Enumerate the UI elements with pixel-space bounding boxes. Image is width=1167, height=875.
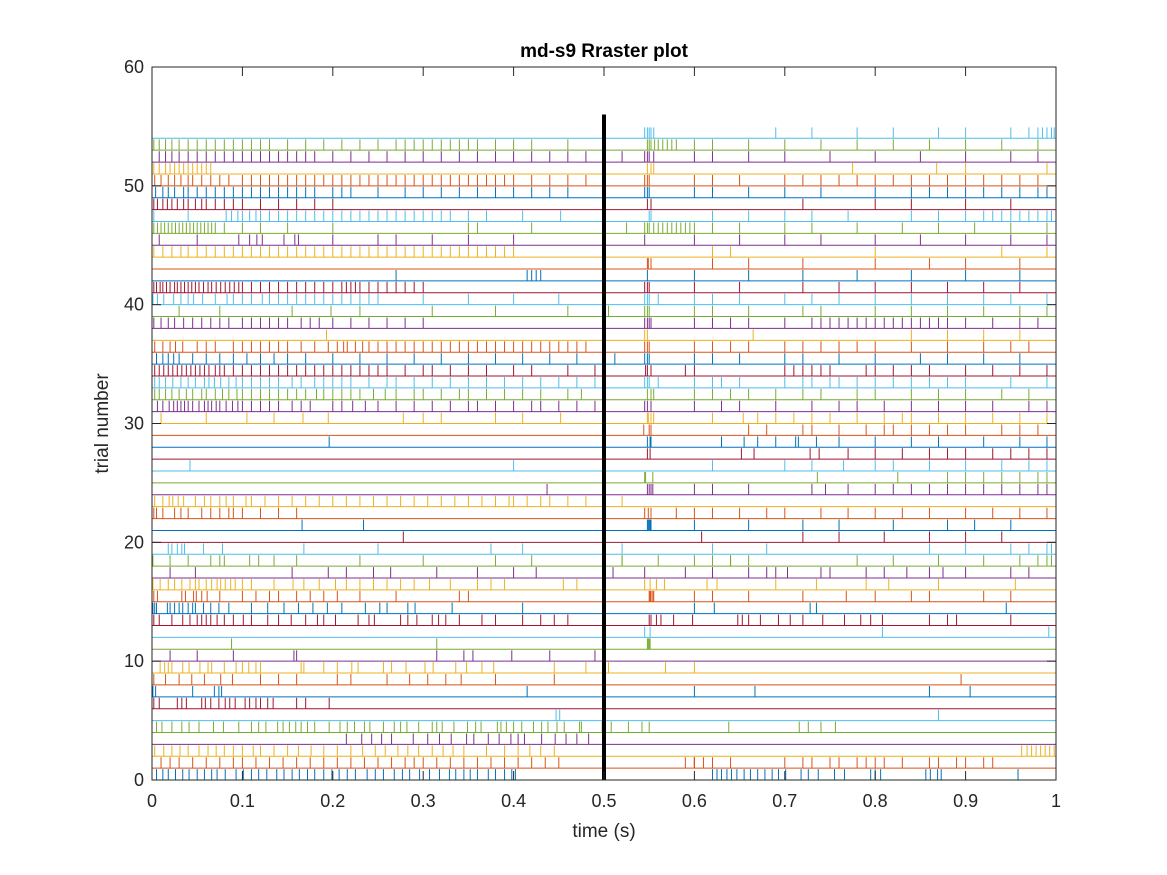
y-tick-label: 30 [124, 414, 144, 434]
spike-marks [152, 127, 1055, 780]
x-tick-label: 0.1 [230, 791, 255, 811]
x-axis-ticks: 0 0.1 0.2 0.3 0.4 0.5 0.6 0.7 0.8 0.9 1 [147, 67, 1061, 811]
x-tick-label: 0.5 [591, 791, 616, 811]
y-axis-label: trial number [92, 373, 113, 474]
y-tick-label: 40 [124, 295, 144, 315]
y-tick-label: 20 [124, 532, 144, 552]
x-tick-label: 0 [147, 791, 157, 811]
x-tick-label: 0.9 [953, 791, 978, 811]
y-tick-label: 60 [124, 57, 144, 77]
x-tick-label: 0.4 [501, 791, 526, 811]
y-axis-ticks: 0 10 20 30 40 50 60 [124, 57, 1056, 790]
x-tick-label: 0.8 [863, 791, 888, 811]
y-tick-label: 50 [124, 176, 144, 196]
x-tick-label: 0.7 [772, 791, 797, 811]
x-tick-label: 0.3 [411, 791, 436, 811]
x-axis-label: time (s) [572, 821, 635, 842]
x-tick-label: 0.6 [682, 791, 707, 811]
x-tick-label: 0.2 [320, 791, 345, 811]
y-tick-label: 10 [124, 651, 144, 671]
x-tick-label: 1 [1051, 791, 1061, 811]
chart-title: md-s9 Rraster plot [520, 41, 689, 62]
y-tick-label: 0 [134, 770, 144, 790]
